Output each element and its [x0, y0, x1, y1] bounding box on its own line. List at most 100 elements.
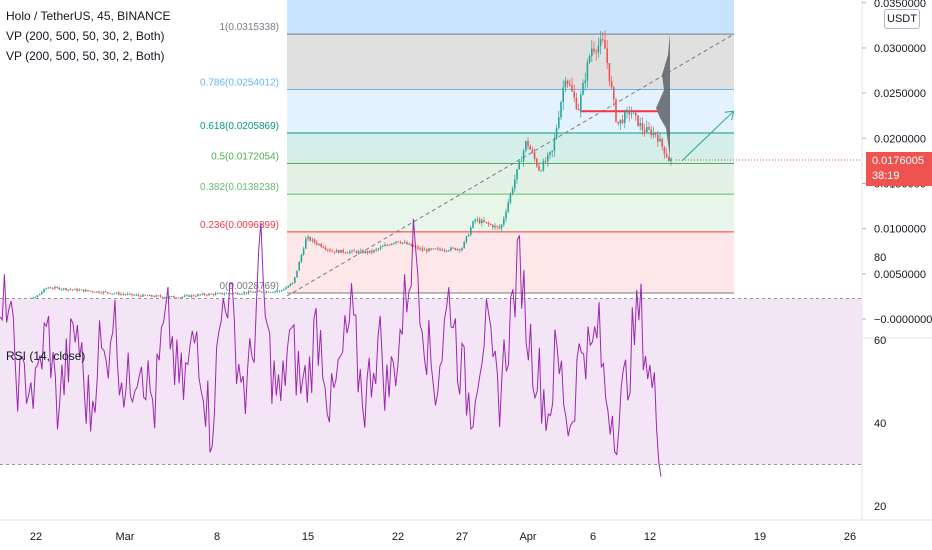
candle-body [151, 295, 153, 297]
time-axis[interactable]: 22 Mar 8 15 22 27 Apr 6 12 19 26 [0, 519, 932, 543]
candle-body [71, 289, 74, 291]
time-tick-label: 12 [644, 531, 656, 543]
candle-body [208, 293, 210, 296]
candle-body [500, 224, 503, 229]
candle-body [214, 293, 217, 295]
candle-body [558, 117, 560, 128]
price-tick-label: 0.0100000 [874, 224, 926, 236]
candle-body [368, 250, 371, 253]
candle-body [245, 292, 248, 294]
candle-body [599, 39, 602, 46]
candle-body [525, 141, 527, 151]
candle-body [496, 225, 498, 227]
candle-body [113, 293, 116, 295]
candle-body [118, 292, 120, 295]
candle-body [430, 248, 432, 250]
candle-body [375, 249, 377, 251]
candle-body [419, 248, 421, 250]
candle-body [43, 289, 45, 293]
candle-body [463, 241, 465, 249]
price-axis[interactable]: 0.0350000 0.0300000 0.0250000 0.0200000 0.01… [676, 0, 932, 338]
candle-body [514, 179, 516, 189]
candle-body [533, 152, 536, 159]
candle-body [91, 291, 94, 292]
candle-body [111, 293, 113, 295]
candle-body [503, 218, 505, 225]
candle-body [65, 288, 67, 291]
candle-body [551, 150, 553, 153]
candle-body [639, 123, 641, 126]
candle-body [445, 250, 448, 252]
candle-body [478, 219, 481, 224]
candle-body [45, 288, 47, 290]
candle-body [69, 289, 72, 291]
candle-body [650, 129, 652, 136]
candle-body [516, 169, 518, 180]
candle-body [569, 83, 571, 86]
candle-body [181, 296, 184, 298]
candle-body [287, 286, 289, 288]
candle-body [265, 291, 267, 293]
candle-body [217, 293, 219, 294]
projection-arrowhead-a [724, 110, 734, 113]
candle-body [201, 293, 204, 295]
candle-body [584, 80, 586, 83]
fib-label-1: 1(0.0315338) [220, 22, 280, 33]
candle-body [98, 291, 100, 293]
candle-body [481, 220, 483, 224]
rsi-legend[interactable]: RSI (14, close) [6, 349, 86, 363]
candle-body [357, 251, 360, 253]
candle-body [313, 239, 316, 243]
fib-label-0.786: 0.786(0.0254012) [200, 77, 279, 88]
candle-body [236, 292, 239, 295]
candle-body [230, 293, 232, 295]
fib-trendline [286, 33, 735, 297]
candle-body [324, 247, 327, 250]
volume-profile-histogram [656, 34, 670, 162]
candle-body [82, 289, 85, 292]
candle-body [588, 56, 591, 63]
currency-selector[interactable]: USDT [884, 9, 920, 29]
candle-body [459, 249, 461, 251]
candle-body [153, 296, 155, 298]
price-tick-label: 0.0350000 [874, 0, 926, 10]
fib-zone-05-0382 [287, 163, 734, 195]
candle-body [560, 102, 562, 118]
candle-body [626, 110, 628, 113]
candle-body [489, 224, 492, 225]
volume-profile-legend-1[interactable]: VP (200, 500, 50, 30, 2, Both) [6, 29, 165, 43]
time-tick-label: Mar [116, 531, 135, 543]
candle-body [492, 224, 494, 228]
candle-body [520, 161, 523, 162]
candle-body [241, 293, 243, 295]
candle-body [225, 293, 228, 295]
candle-body [168, 296, 171, 298]
candle-body [518, 161, 520, 170]
candle-body [566, 80, 569, 84]
time-tick-label: 15 [302, 531, 314, 543]
candle-body [606, 48, 608, 64]
candle-body [309, 236, 311, 241]
candle-body [472, 221, 474, 228]
rsi-axis[interactable]: 10080604020 [861, 169, 892, 520]
fib-zone-0236-0 [287, 231, 734, 294]
candle-body [597, 45, 600, 53]
candle-body [635, 112, 637, 116]
candle-body [157, 295, 160, 297]
time-tick-label: 6 [590, 531, 596, 543]
candle-body [109, 293, 111, 294]
symbol-legend[interactable]: Holo / TetherUS, 45, BINANCE [6, 9, 171, 23]
candle-body [85, 289, 87, 292]
candle-body [668, 157, 670, 162]
candle-body [280, 290, 283, 292]
candle-body [327, 249, 329, 251]
price-tick-label: −0.0000000 [874, 314, 932, 326]
rsi-tick-label: 60 [874, 335, 886, 347]
candle-body [124, 294, 127, 296]
time-tick-label: 8 [214, 531, 220, 543]
candle-body [351, 250, 353, 252]
candle-body [212, 293, 215, 295]
volume-profile-legend-2[interactable]: VP (200, 500, 50, 30, 2, Both) [6, 49, 165, 63]
candle-body [307, 236, 309, 239]
